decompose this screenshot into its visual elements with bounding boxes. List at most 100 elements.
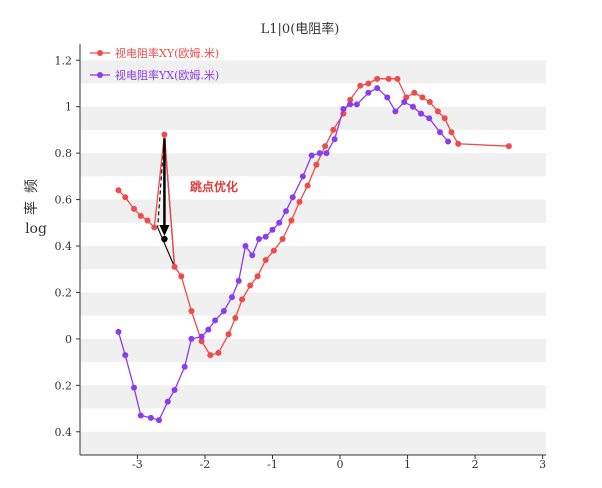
data-point	[235, 277, 242, 284]
data-point	[331, 136, 338, 143]
data-point	[239, 296, 246, 303]
corrected-point	[161, 235, 168, 243]
data-point	[279, 236, 286, 243]
legend-label: 视电阻率YX(欧姆.米)	[115, 68, 219, 82]
legend: 视电阻率XY(欧姆.米) 视电阻率YX(欧姆.米)	[90, 46, 219, 82]
data-point	[122, 352, 129, 359]
data-point	[131, 384, 138, 391]
x-tick-label: -2	[200, 458, 211, 471]
data-point	[254, 273, 261, 280]
data-point	[426, 99, 433, 106]
data-point	[330, 126, 337, 133]
data-point	[357, 82, 364, 89]
y-label-log: log	[25, 221, 47, 237]
legend-label: 视电阻率XY(欧姆.米)	[115, 46, 219, 60]
data-point	[205, 326, 212, 333]
grid-band	[80, 60, 546, 84]
data-point	[299, 173, 306, 180]
data-point	[137, 212, 144, 219]
data-point	[137, 412, 144, 419]
y-label-char: 率	[23, 201, 40, 215]
y-tick-label: 1	[65, 101, 72, 114]
grid-band	[80, 199, 546, 223]
data-point	[374, 75, 381, 82]
data-point	[304, 182, 311, 189]
grid-bands	[80, 60, 546, 455]
data-point	[276, 219, 283, 226]
data-point	[282, 208, 289, 215]
data-point	[392, 108, 399, 115]
x-tick-label: 1	[404, 458, 411, 471]
data-point	[455, 140, 462, 147]
data-point	[207, 352, 214, 359]
x-tick-label: -3	[132, 458, 143, 471]
data-point	[269, 226, 276, 233]
x-tick-label: 3	[539, 458, 546, 471]
data-point	[262, 233, 269, 240]
data-point	[215, 349, 222, 356]
y-tick-label: 0.8	[55, 147, 73, 160]
data-point	[255, 236, 262, 243]
data-point	[151, 224, 158, 231]
data-point	[232, 315, 239, 321]
data-point	[262, 256, 269, 263]
data-point	[296, 198, 303, 205]
y-tick-label: 0.4	[55, 240, 73, 253]
data-point	[242, 243, 249, 250]
data-point	[418, 110, 425, 117]
data-point	[198, 333, 205, 340]
data-point	[401, 99, 408, 106]
series-group	[115, 75, 512, 424]
data-point	[270, 247, 277, 254]
data-point	[228, 294, 235, 301]
data-point	[164, 398, 171, 405]
data-point	[313, 161, 320, 168]
data-point	[161, 131, 168, 138]
y-tick-label: 0.2	[55, 286, 73, 299]
data-point	[403, 94, 410, 101]
data-point	[385, 75, 392, 82]
data-point	[394, 75, 401, 82]
data-point	[288, 217, 295, 224]
y-tick-label: 0.2	[55, 379, 73, 392]
x-tick-label: 2	[472, 458, 479, 471]
data-point	[212, 317, 219, 324]
data-point	[181, 363, 188, 370]
x-tick-label: 0	[337, 458, 344, 471]
data-point	[198, 338, 205, 345]
data-point	[147, 414, 154, 421]
data-point	[188, 308, 195, 315]
data-point	[122, 194, 129, 201]
data-point	[220, 308, 227, 315]
y-label-char: 频	[24, 179, 40, 193]
data-point	[340, 106, 347, 113]
grid-band	[80, 153, 546, 177]
data-point	[347, 101, 354, 108]
y-tick-label: 1.2	[55, 54, 73, 67]
data-point	[323, 150, 330, 157]
grid-band	[80, 106, 546, 130]
data-point	[322, 143, 329, 150]
data-point	[115, 187, 122, 194]
y-tick-label: 0.6	[55, 194, 73, 207]
grid-band	[80, 385, 546, 409]
data-point	[409, 103, 416, 110]
data-point	[411, 89, 418, 96]
data-point	[247, 282, 254, 289]
data-point	[308, 152, 315, 159]
data-point	[505, 143, 512, 150]
data-point	[365, 80, 372, 87]
data-point	[289, 194, 296, 201]
data-point	[436, 129, 443, 136]
data-point	[144, 217, 151, 224]
data-point	[347, 96, 354, 103]
x-axis-ticks: -3 -2 -1 0 1 2 3	[132, 455, 546, 471]
grid-band	[80, 431, 546, 455]
axes	[79, 44, 546, 456]
y-tick-label: 0.4	[55, 426, 73, 439]
grid-band	[80, 338, 546, 363]
data-point	[225, 331, 232, 338]
data-point	[188, 335, 195, 342]
data-point	[115, 328, 122, 335]
annotation: 跳点优化	[159, 138, 238, 243]
